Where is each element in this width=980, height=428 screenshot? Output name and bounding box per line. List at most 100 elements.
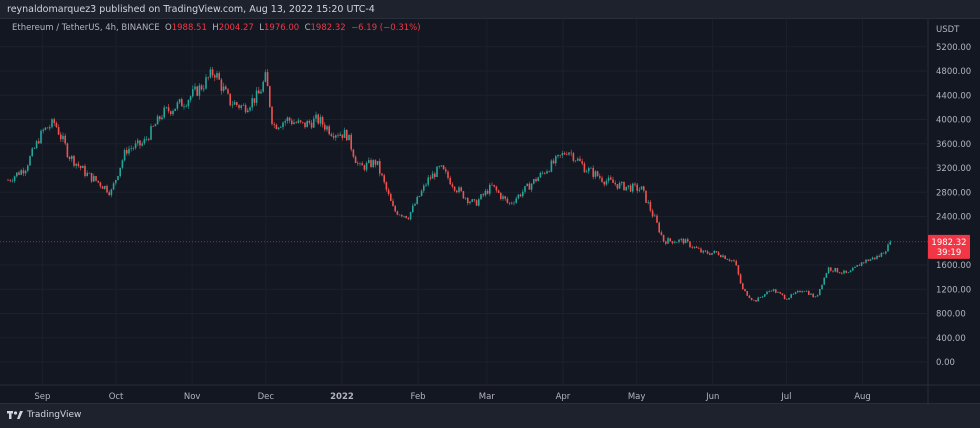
candle-body — [27, 165, 29, 171]
candle-body — [141, 143, 143, 146]
candle-body — [198, 85, 201, 96]
candle-body — [236, 102, 238, 106]
candle-body — [203, 88, 205, 90]
candle-body — [667, 238, 669, 244]
candle-body — [357, 163, 359, 164]
x-tick-label: Jun — [705, 392, 719, 402]
candle-body — [379, 161, 381, 174]
candle-body — [682, 238, 685, 244]
candle-body — [717, 252, 720, 256]
candle-body — [552, 160, 555, 164]
candle-body — [132, 148, 135, 149]
candle-body — [706, 251, 709, 254]
candle-body — [405, 215, 407, 219]
y-tick-label: 5200.00 — [936, 43, 971, 53]
candle-body — [647, 201, 649, 203]
candle-body — [229, 93, 231, 106]
candle-body — [205, 77, 207, 89]
candle-body — [447, 171, 449, 178]
candle-body — [559, 154, 561, 156]
candle-body — [660, 232, 663, 235]
candle-body — [761, 296, 764, 298]
candle-body — [838, 272, 841, 274]
candle-body — [451, 184, 454, 187]
candle-body — [610, 177, 612, 180]
candle-body — [592, 167, 594, 177]
chart-pane[interactable]: 5200.00 4800.00 4400.00 4000.00 3600.00 3200.… — [0, 18, 980, 405]
candle-body — [887, 244, 889, 252]
candle-body — [286, 117, 289, 122]
candle-body — [658, 222, 660, 233]
candle-body — [537, 177, 539, 182]
candle-body — [130, 148, 132, 149]
candle-body — [645, 190, 647, 203]
candle-body — [293, 122, 295, 125]
candle-body — [599, 176, 601, 178]
candle-body — [326, 126, 328, 130]
candle-body — [530, 183, 533, 190]
candle-body — [381, 173, 383, 176]
candle-body — [473, 199, 476, 201]
candle-body — [863, 262, 865, 263]
candle-body — [788, 297, 790, 300]
candle-body — [35, 141, 38, 149]
candle-body — [370, 160, 372, 167]
candle-body — [790, 294, 792, 298]
candle-body — [583, 163, 586, 173]
candle-body — [836, 268, 839, 273]
candle-body — [407, 218, 410, 220]
candle-body — [60, 134, 62, 140]
candle-body — [225, 86, 227, 90]
candle-body — [623, 181, 625, 191]
candle-body — [662, 234, 665, 242]
candle-body — [867, 259, 869, 261]
candle-body — [313, 118, 315, 128]
candle-body — [330, 134, 333, 136]
candle-body — [306, 121, 308, 128]
candle-body — [678, 239, 680, 242]
candle-body — [497, 190, 500, 193]
candle-body — [786, 298, 788, 300]
candle-body — [231, 104, 234, 106]
candle-body — [255, 90, 258, 103]
candle-body — [194, 86, 196, 90]
candle-body — [557, 154, 559, 157]
candle-body — [218, 73, 220, 80]
candle-body — [68, 157, 71, 160]
x-tick-label: Nov — [184, 392, 201, 402]
x-tick-label: Mar — [479, 392, 496, 402]
candle-body — [178, 99, 181, 103]
candle-body — [834, 268, 836, 272]
candle-body — [475, 200, 478, 206]
close-label: C — [304, 23, 311, 33]
candle-body — [315, 114, 317, 119]
candle-body — [632, 183, 634, 192]
candle-body — [260, 91, 262, 94]
tradingview-logo[interactable]: TradingView — [7, 410, 81, 420]
candle-body — [416, 196, 418, 205]
candle-body — [843, 270, 845, 274]
candle-body — [561, 153, 564, 156]
candle-body — [317, 114, 319, 124]
candle-body — [585, 171, 588, 173]
candle-body — [170, 111, 172, 115]
candle-body — [390, 194, 392, 201]
candle-body — [220, 79, 223, 91]
candle-body — [779, 292, 781, 294]
candle-body — [185, 106, 187, 107]
y-tick-label: 2800.00 — [936, 188, 971, 198]
candle-body — [277, 127, 280, 130]
candle-body — [238, 105, 240, 108]
x-tick-label: Jul — [780, 392, 791, 402]
candle-body — [535, 179, 537, 182]
change-value: −6.19 (−0.31%) — [351, 23, 421, 33]
candle-body — [434, 173, 436, 177]
candle-body — [555, 156, 557, 164]
candle-body — [735, 261, 737, 266]
candle-body — [698, 247, 700, 249]
y-tick-label: 800.00 — [936, 310, 966, 320]
price-chart[interactable]: 5200.00 4800.00 4400.00 4000.00 3600.00 3200.… — [0, 19, 980, 405]
candle-body — [603, 181, 605, 185]
candle-body — [288, 117, 291, 121]
candle-body — [414, 204, 416, 206]
